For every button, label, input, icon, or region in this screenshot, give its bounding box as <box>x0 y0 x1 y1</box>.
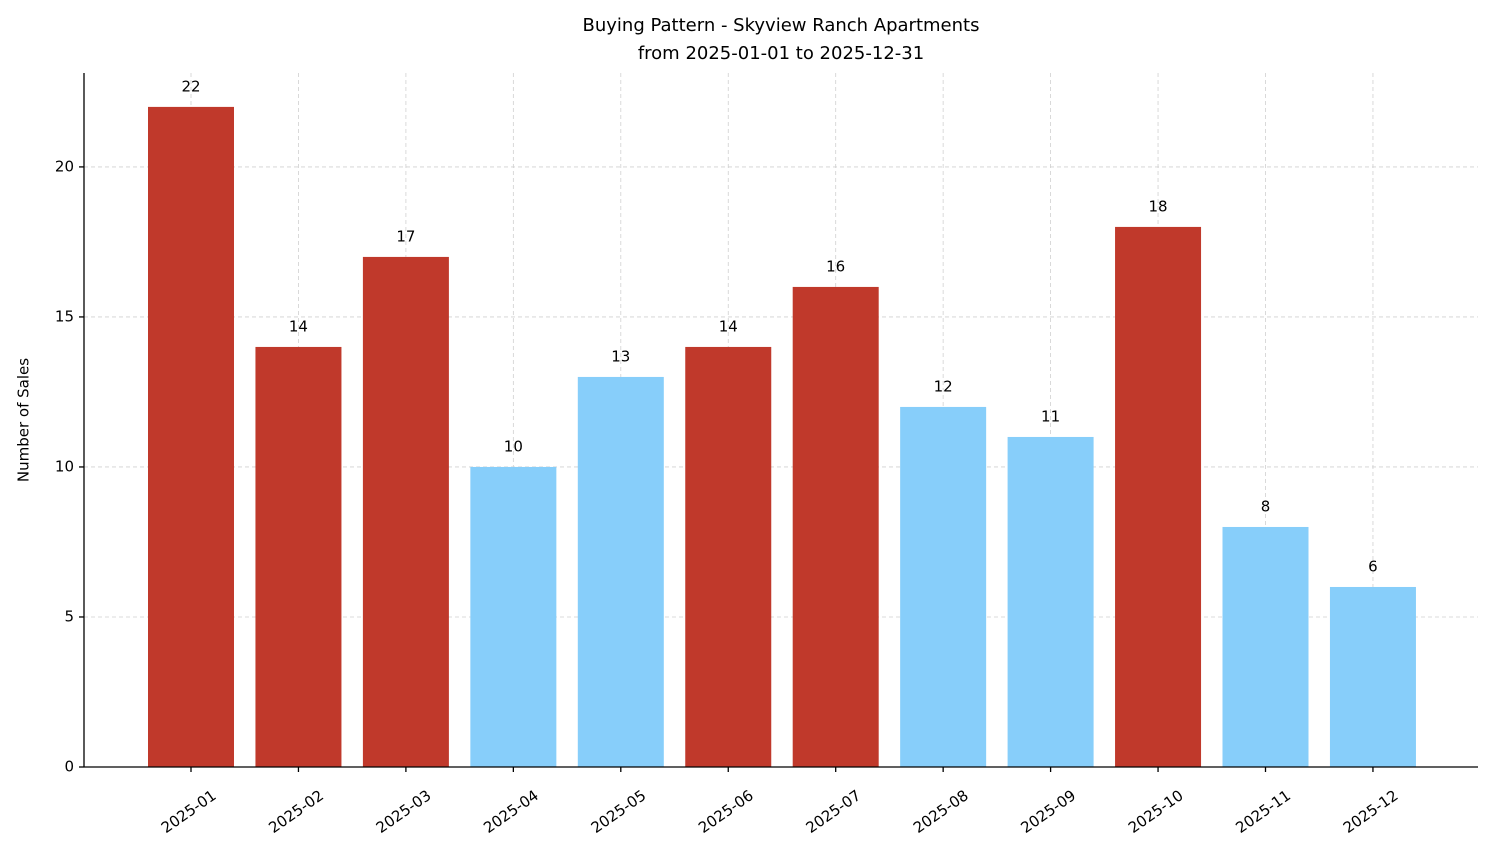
y-tick-label: 10 <box>55 457 74 475</box>
data-label: 13 <box>611 347 630 365</box>
x-tick-label: 2025-05 <box>588 786 650 837</box>
x-tick-label: 2025-02 <box>265 786 327 837</box>
bar <box>148 106 234 767</box>
x-tick-label: 2025-07 <box>803 786 865 837</box>
chart-subtitle: from 2025-01-01 to 2025-12-31 <box>638 43 924 64</box>
x-tick-label: 2025-10 <box>1125 786 1187 837</box>
data-label: 22 <box>181 77 200 95</box>
data-label: 8 <box>1261 497 1271 515</box>
bar <box>1222 526 1309 767</box>
data-label: 10 <box>504 437 523 455</box>
bar <box>255 346 342 767</box>
x-tick-label: 2025-06 <box>695 786 757 837</box>
data-label: 14 <box>719 317 738 335</box>
bar <box>577 376 664 767</box>
bar <box>792 286 879 767</box>
y-tick-label: 5 <box>64 607 74 625</box>
data-label: 6 <box>1368 557 1378 575</box>
x-tick-label: 2025-04 <box>480 786 542 837</box>
y-tick-label: 20 <box>55 157 74 175</box>
x-tick-label: 2025-08 <box>910 786 972 837</box>
chart-title: Buying Pattern - Skyview Ranch Apartment… <box>583 15 980 36</box>
x-tick-label: 2025-11 <box>1232 786 1294 837</box>
bar <box>1329 586 1416 767</box>
data-label: 17 <box>396 227 415 245</box>
x-tick-label: 2025-12 <box>1340 786 1402 837</box>
data-label: 12 <box>934 377 953 395</box>
bar <box>1115 226 1202 767</box>
data-label: 11 <box>1041 407 1060 425</box>
x-tick-label: 2025-03 <box>373 786 435 837</box>
bar <box>362 256 449 767</box>
bar <box>685 346 772 767</box>
data-label: 14 <box>289 317 308 335</box>
x-tick-label: 2025-09 <box>1017 786 1079 837</box>
y-tick-label: 0 <box>64 758 74 776</box>
y-axis-label: Number of Sales <box>15 358 33 482</box>
bar <box>1007 436 1094 767</box>
bar <box>900 406 987 767</box>
data-label: 16 <box>826 257 845 275</box>
y-tick-label: 15 <box>55 307 74 325</box>
data-label: 18 <box>1149 197 1168 215</box>
x-tick-label: 2025-01 <box>158 786 220 837</box>
bar <box>470 466 557 767</box>
